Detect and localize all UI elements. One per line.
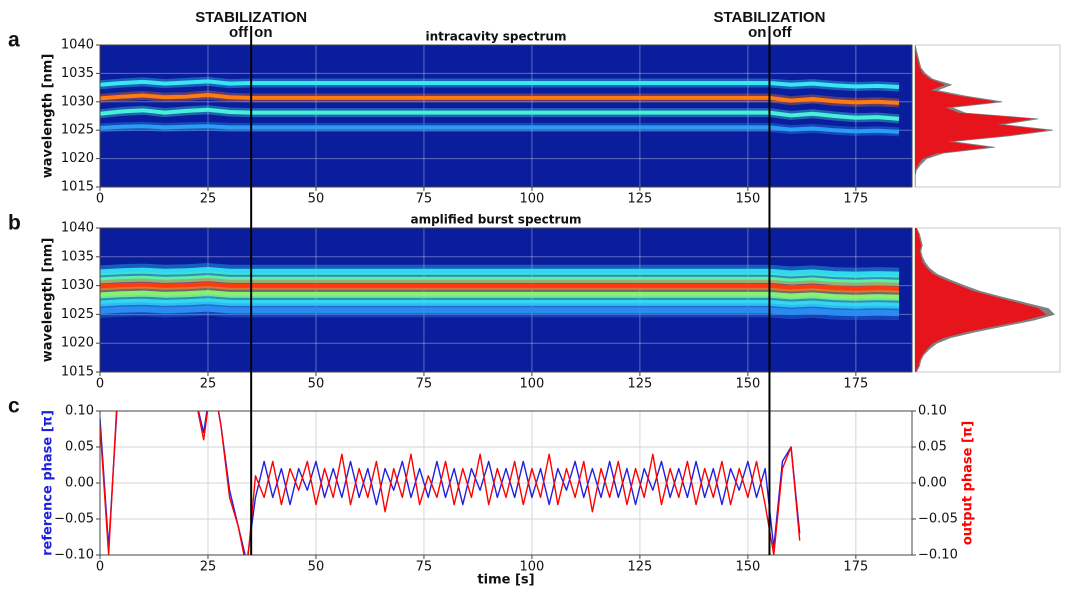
y-tick-label: 1020: [61, 336, 94, 351]
y2-axis-label: output phase [π]: [961, 421, 976, 545]
plot-background: [100, 45, 912, 187]
x-tick-label: 100: [520, 192, 545, 207]
state-before: on: [748, 24, 766, 41]
y-tick-label: 1025: [61, 123, 94, 138]
x-tick-label: 25: [200, 192, 217, 207]
y-axis-label: wavelength [nm]: [41, 238, 56, 363]
panel-letter: a: [8, 29, 20, 52]
y-tick-label: 1030: [61, 278, 94, 293]
x-tick-label: 75: [416, 560, 433, 575]
profile-area: [915, 228, 1047, 372]
x-tick-label: 125: [627, 377, 652, 392]
panel-title: amplified burst spectrum: [410, 213, 581, 227]
x-tick-label: 50: [308, 377, 325, 392]
x-tick-label: 175: [843, 560, 868, 575]
x-tick-label: 75: [416, 192, 433, 207]
plot-area: [100, 228, 912, 372]
state-after: off: [772, 24, 792, 41]
y-tick-label: −0.05: [54, 512, 94, 527]
panel-letter: b: [8, 212, 21, 235]
plot-area: [100, 411, 912, 555]
y-tick-label: 1030: [61, 94, 94, 109]
x-tick-label: 0: [96, 192, 104, 207]
y-tick-label: 1015: [61, 180, 94, 195]
x-tick-label: 175: [843, 377, 868, 392]
plot-frame: [99, 227, 913, 373]
y-tick-label: 0.10: [65, 404, 94, 419]
x-tick-label: 0: [96, 377, 104, 392]
x-tick-label: 0: [96, 560, 104, 575]
phase-line: [100, 411, 801, 555]
x-tick-label: 50: [308, 192, 325, 207]
x-axis-label: time [s]: [477, 573, 534, 588]
plot-frame: [99, 44, 913, 188]
x-tick-label: 125: [627, 560, 652, 575]
y2-tick-label: 0.00: [918, 476, 947, 491]
y2-tick-label: 0.05: [918, 440, 947, 455]
x-tick-label: 50: [308, 560, 325, 575]
x-tick-label: 150: [735, 192, 760, 207]
x-tick-label: 100: [520, 560, 545, 575]
y-tick-label: 1020: [61, 151, 94, 166]
y-tick-label: 1040: [61, 38, 94, 53]
spectral-line: [100, 305, 900, 317]
y-axis-label: wavelength [nm]: [41, 54, 56, 179]
y-axis-label: reference phase [π]: [41, 410, 56, 556]
plot-area: [100, 45, 912, 187]
state-after: on: [254, 24, 272, 41]
x-tick-label: 100: [520, 377, 545, 392]
y-tick-label: 1035: [61, 249, 94, 264]
y-tick-label: 1035: [61, 66, 94, 81]
x-tick-label: 25: [200, 560, 217, 575]
stabilization-label: STABILIZATION: [713, 9, 825, 26]
panel-letter: c: [8, 395, 20, 418]
y-tick-label: 1040: [61, 221, 94, 236]
profile-area: [915, 45, 1046, 187]
x-tick-label: 25: [200, 377, 217, 392]
stabilization-label: STABILIZATION: [195, 9, 307, 26]
y-tick-label: −0.10: [54, 548, 94, 563]
x-tick-label: 125: [627, 192, 652, 207]
y-tick-label: 1025: [61, 307, 94, 322]
x-tick-label: 175: [843, 192, 868, 207]
y2-tick-label: −0.05: [918, 512, 958, 527]
y-tick-label: 0.05: [65, 440, 94, 455]
y-tick-label: 1015: [61, 365, 94, 380]
x-tick-label: 75: [416, 377, 433, 392]
y2-tick-label: −0.10: [918, 548, 958, 563]
y-tick-label: 0.00: [65, 476, 94, 491]
x-tick-label: 150: [735, 560, 760, 575]
y2-tick-label: 0.10: [918, 404, 947, 419]
state-before: off: [229, 24, 249, 41]
x-tick-label: 150: [735, 377, 760, 392]
panel-title: intracavity spectrum: [426, 30, 567, 44]
